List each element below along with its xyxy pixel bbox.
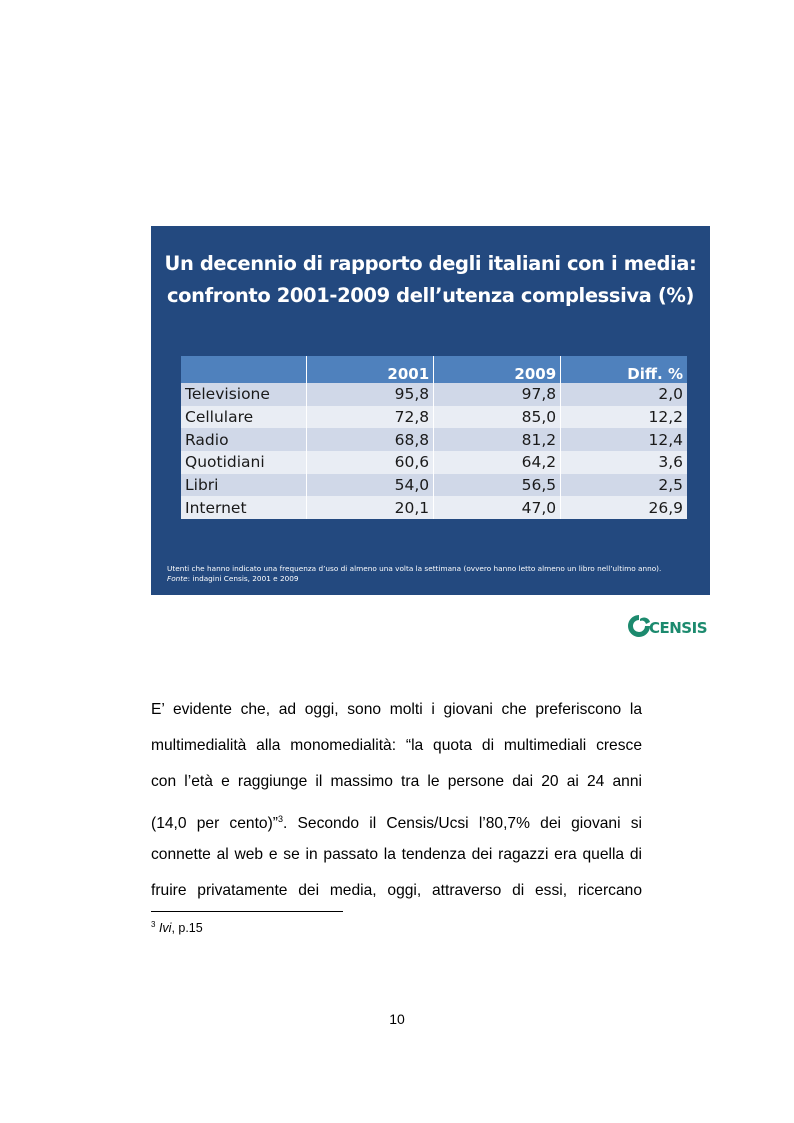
value-2009: 97,8: [433, 383, 562, 406]
header-cell-2001: 2001: [306, 356, 435, 383]
value-2001: 72,8: [306, 405, 435, 429]
value-2009: 56,5: [433, 473, 562, 497]
value-2009: 85,0: [433, 405, 562, 429]
value-2001: 95,8: [306, 383, 435, 406]
body-paragraph: E’ evidente che, ad oggi, sono molti i g…: [151, 692, 642, 909]
footnote-reference[interactable]: 3: [277, 813, 283, 824]
footnote-ref: Ivi: [158, 921, 172, 936]
table-row: Televisione 95,8 97,8 2,0: [181, 383, 687, 406]
media-usage-table: 2001 2009 Diff. % Televisione 95,8 97,8 …: [181, 356, 687, 520]
table-header-row: 2001 2009 Diff. %: [181, 356, 687, 383]
censis-logo: CENSIS: [626, 612, 708, 640]
table-row: Quotidiani 60,6 64,2 3,6: [181, 451, 687, 474]
footnote-text: , p.15: [171, 921, 203, 936]
value-diff: 26,9: [560, 496, 687, 520]
body-line: connette al web e se in passato la tende…: [151, 845, 642, 863]
body-line-part: (14,0 per cento)”: [151, 814, 278, 832]
value-diff: 12,2: [560, 405, 687, 429]
source-line: Fonte: indagini Censis, 2001 e 2009: [167, 574, 707, 584]
row-label: Radio: [181, 428, 308, 452]
body-line: multimedialità alla monomedialità: “la q…: [151, 737, 642, 755]
chart-figure: Un decennio di rapporto degli italiani c…: [151, 226, 710, 595]
body-line-part: . Secondo il Censis/Ucsi l’80,7% dei gio…: [282, 814, 642, 832]
value-2009: 81,2: [433, 428, 562, 452]
value-2001: 20,1: [306, 496, 435, 520]
footnote-divider: [151, 911, 343, 912]
figure-title-line-2: confronto 2001-2009 dell’utenza compless…: [167, 284, 694, 307]
header-cell: [181, 356, 308, 383]
body-line: fruire privatamente dei media, oggi, att…: [151, 881, 642, 899]
table-row: Cellulare 72,8 85,0 12,2: [181, 405, 687, 429]
value-2009: 64,2: [433, 451, 562, 474]
footnote: 3 Ivi, p.15: [151, 917, 203, 936]
body-line: E’ evidente che, ad oggi, sono molti i g…: [151, 701, 642, 718]
figure-title: Un decennio di rapporto degli italiani c…: [151, 248, 710, 312]
value-diff: 3,6: [560, 451, 687, 474]
value-2001: 54,0: [306, 473, 435, 497]
source-text: : indagini Censis, 2001 e 2009: [187, 574, 299, 583]
header-cell-2009: 2009: [433, 356, 562, 383]
table-row: Internet 20,1 47,0 26,9: [181, 496, 687, 520]
value-2009: 47,0: [433, 496, 562, 520]
row-label: Cellulare: [181, 405, 308, 429]
header-cell-diff: Diff. %: [560, 356, 687, 383]
logo-text: CENSIS: [649, 619, 708, 637]
value-diff: 2,5: [560, 473, 687, 497]
footnote-number: 3: [151, 920, 156, 929]
source-label: Fonte: [167, 574, 188, 583]
note-line: Utenti che hanno indicato una frequenza …: [167, 564, 662, 573]
body-line: (14,0 per cento)”3. Secondo il Censis/Uc…: [151, 801, 642, 837]
table-row: Libri 54,0 56,5 2,5: [181, 473, 687, 497]
row-label: Televisione: [181, 383, 308, 406]
value-2001: 68,8: [306, 428, 435, 452]
figure-note: Utenti che hanno indicato una frequenza …: [167, 564, 707, 584]
row-label: Internet: [181, 496, 308, 520]
table-row: Radio 68,8 81,2 12,4: [181, 428, 687, 452]
row-label: Libri: [181, 473, 308, 497]
value-diff: 2,0: [560, 383, 687, 406]
censis-logo-mark-icon: [628, 615, 650, 637]
value-2001: 60,6: [306, 451, 435, 474]
page-number: 10: [389, 1011, 405, 1027]
body-line: con l’età e raggiunge il massimo tra le …: [151, 773, 642, 791]
value-diff: 12,4: [560, 428, 687, 452]
row-label: Quotidiani: [181, 451, 308, 474]
figure-title-line-1: Un decennio di rapporto degli italiani c…: [164, 252, 697, 275]
